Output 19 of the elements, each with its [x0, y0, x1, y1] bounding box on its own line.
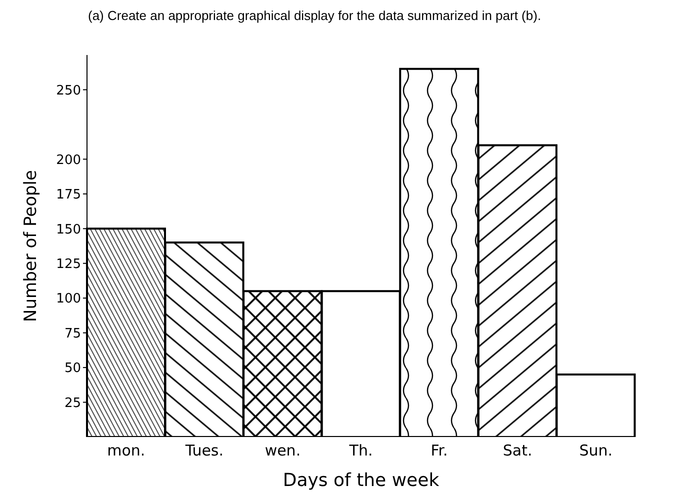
x-axis-title: Days of the week: [282, 470, 440, 491]
y-tick-label: 150: [56, 222, 81, 238]
y-tick-label: 50: [64, 361, 81, 376]
chart-title: (a) Create an appropriate graphical display for the data summarized in part (b).: [88, 8, 542, 24]
y-tick-label: 125: [56, 256, 81, 272]
y-tick-label: 25: [64, 396, 81, 411]
x-tick-label: Sun.: [579, 442, 613, 460]
x-tick-label: Tues.: [184, 442, 224, 460]
x-tick-label: wen.: [264, 442, 301, 460]
x-tick-label: Th.: [348, 442, 373, 460]
y-tick-label: 75: [64, 326, 81, 342]
y-tick-label: 200: [56, 152, 81, 168]
y-tick-label: 250: [56, 83, 81, 98]
x-tick-label: Fr.: [430, 442, 448, 460]
y-axis-title: Number of People: [21, 170, 42, 322]
x-tick-label: mon.: [107, 442, 146, 460]
y-tick-label: 100: [56, 292, 81, 307]
y-tick-label: 175: [56, 188, 81, 203]
x-tick-label: Sat.: [502, 442, 532, 460]
